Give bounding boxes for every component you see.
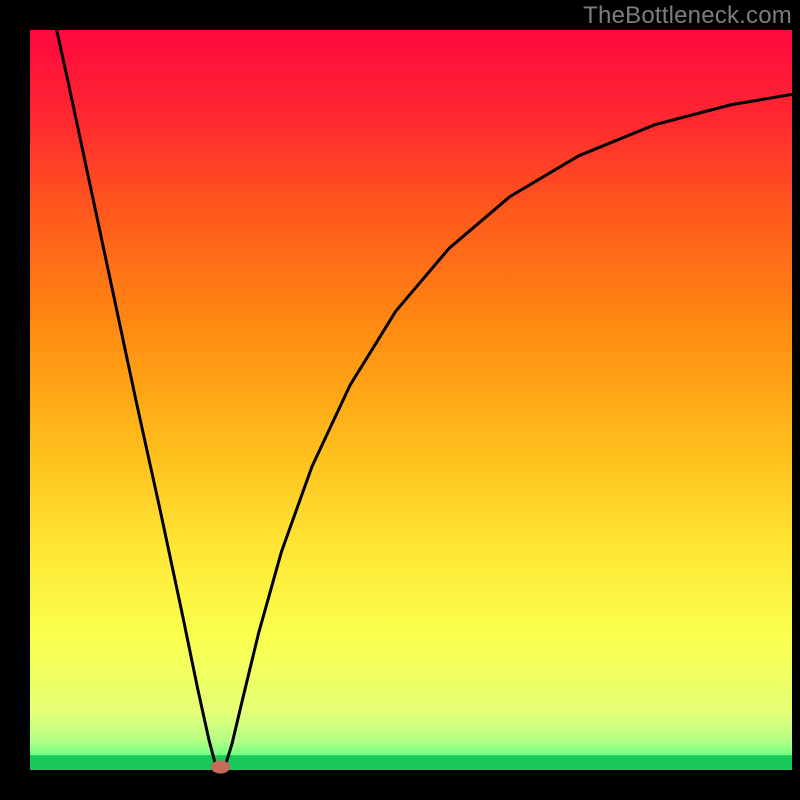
chart-stage: TheBottleneck.com — [0, 0, 800, 800]
dip-marker — [212, 761, 230, 773]
chart-canvas — [0, 0, 800, 800]
plot-green-band — [30, 755, 792, 770]
watermark-text: TheBottleneck.com — [583, 2, 792, 30]
plot-background-gradient — [30, 30, 792, 770]
